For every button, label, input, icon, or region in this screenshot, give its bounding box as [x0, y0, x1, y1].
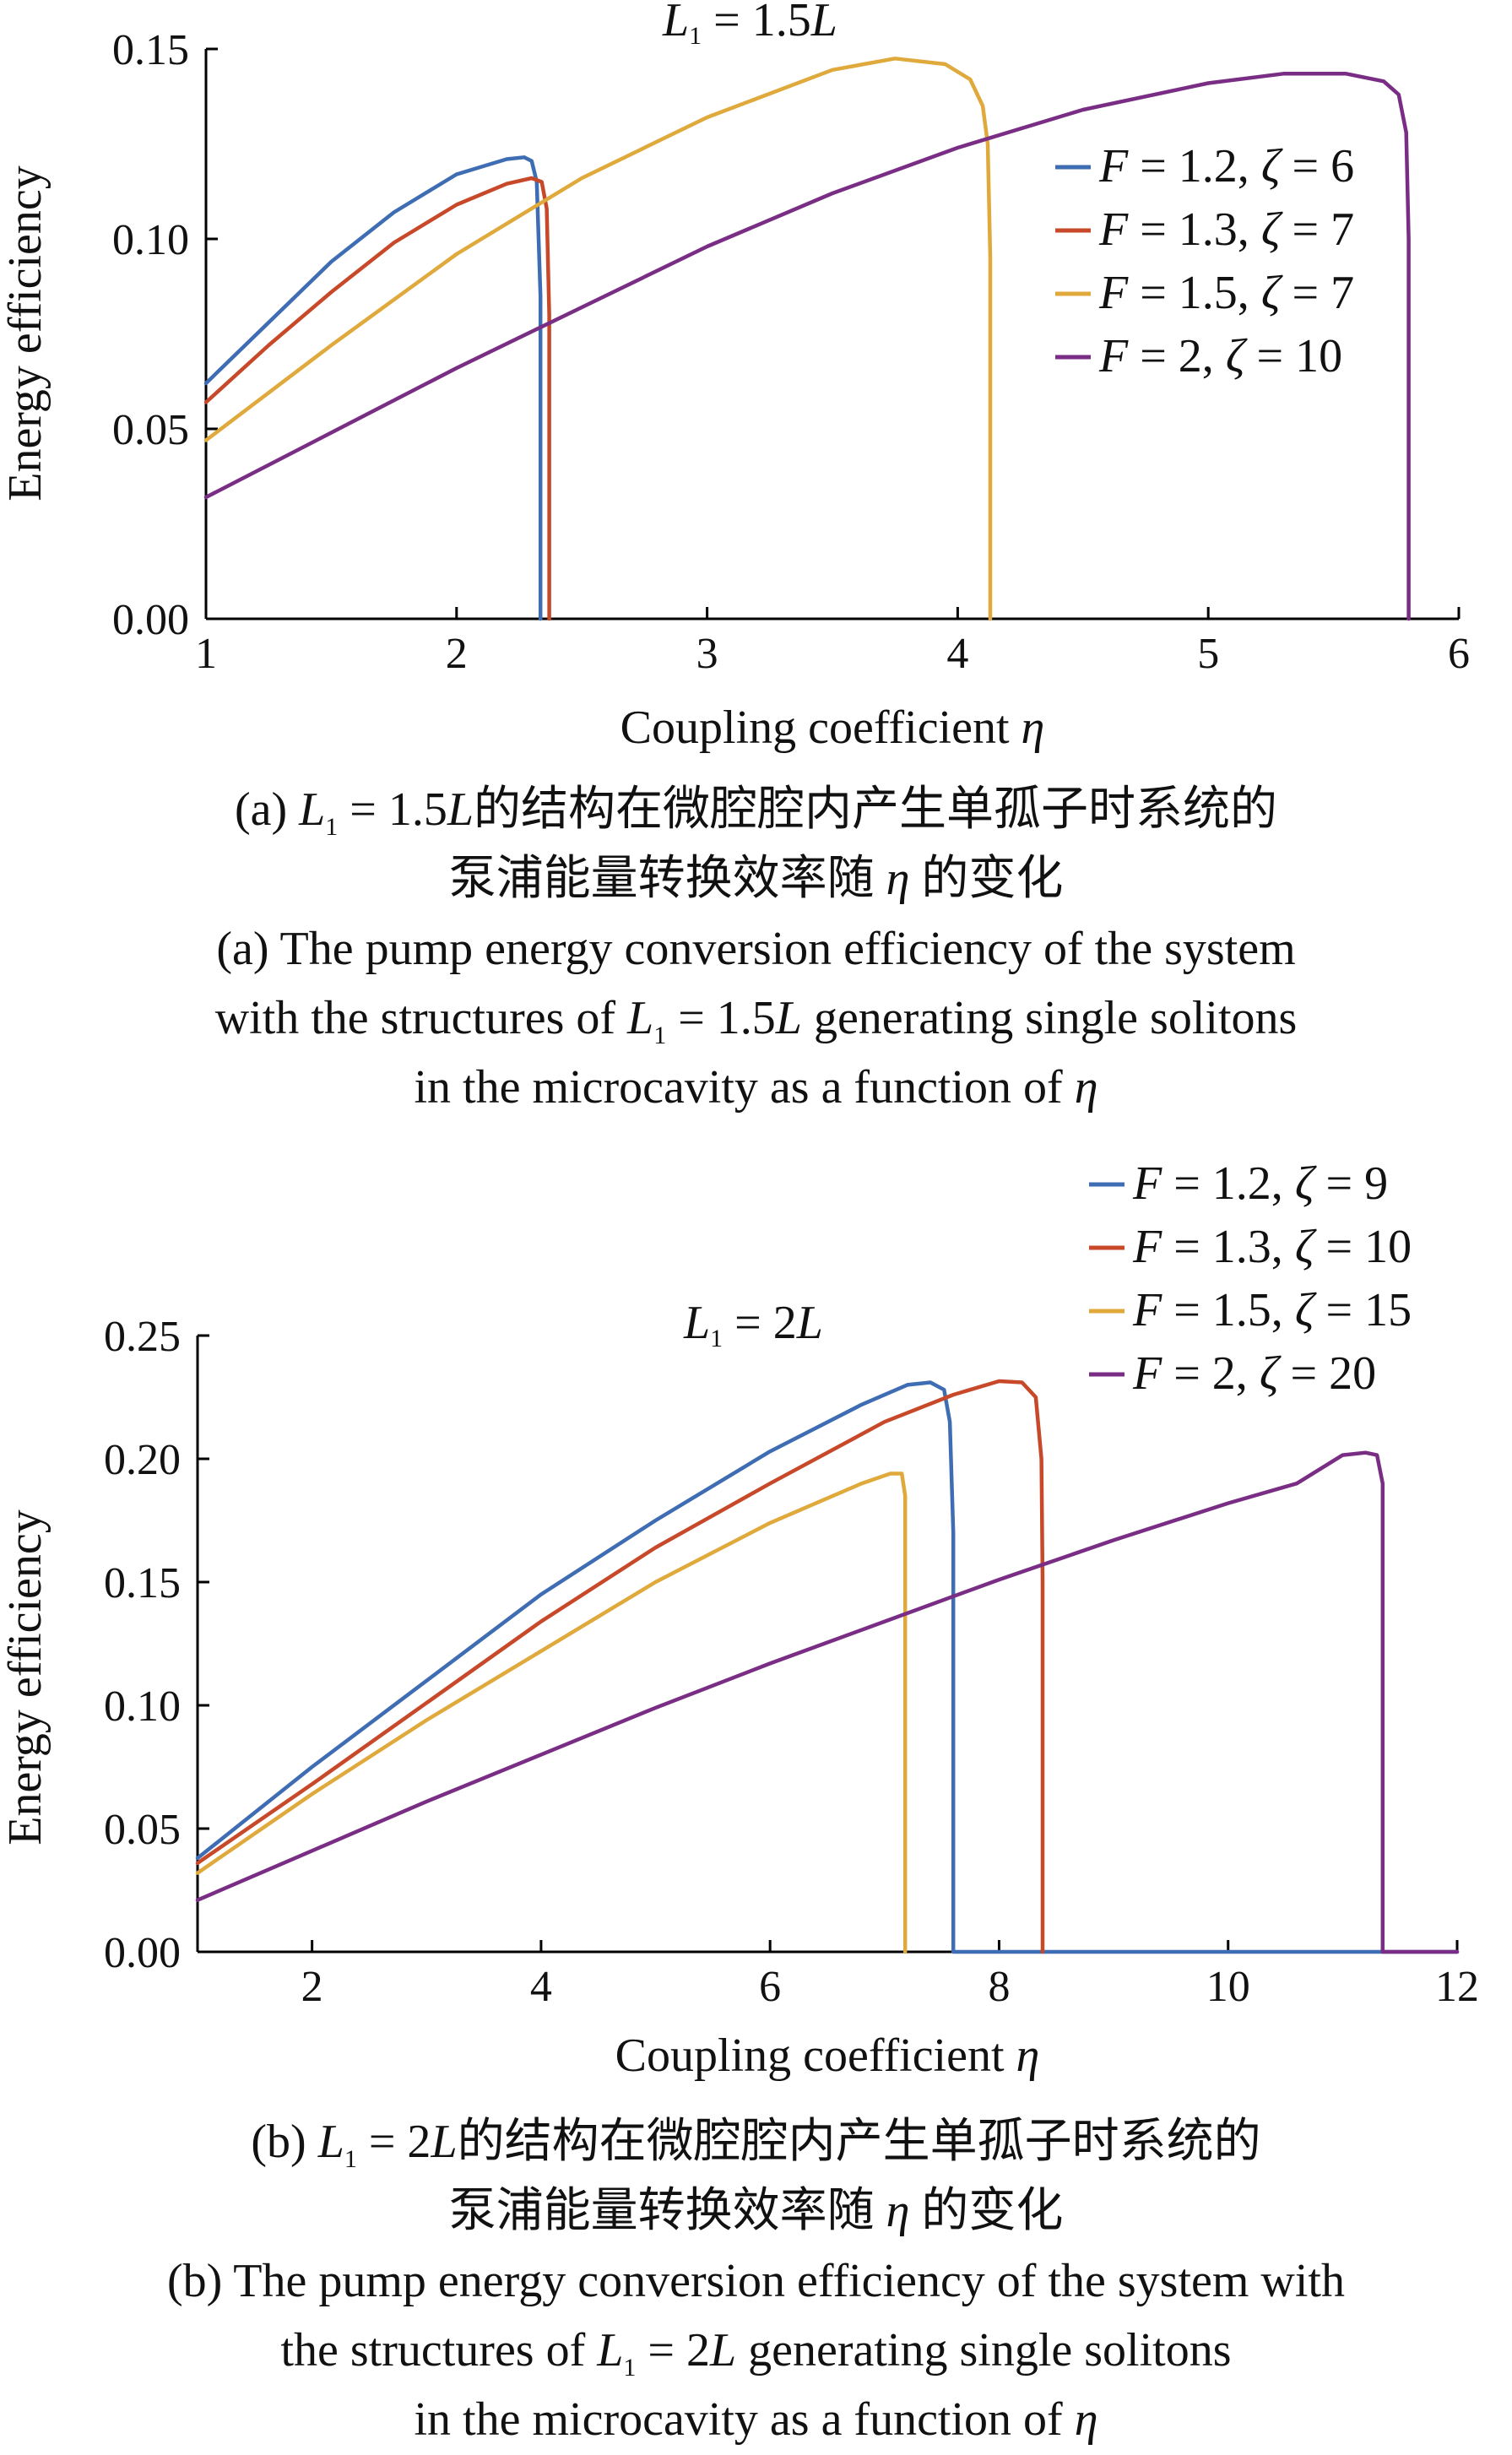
legend-entry-b-1: F = 1.2, ζ = 9	[1132, 1157, 1388, 1210]
y-tick-label-b: 0.15	[104, 1559, 181, 1607]
series-line-a-1	[203, 155, 543, 621]
x-tick-label-a: 6	[1448, 630, 1470, 678]
y-tick-label-b: 0.25	[104, 1313, 181, 1361]
y-axis-label-b: Energy efficiency	[0, 1509, 51, 1845]
caption-b-chinese-line-2: 泵浦能量转换效率随 η 的变化	[448, 2185, 1064, 2237]
x-tick-label-b: 12	[1435, 1963, 1479, 2011]
chart-a: 1 2 3 4 5 6 0.00 0.05 0.10 0.15 Coupling coefficie…	[0, 0, 1470, 754]
x-tick-label-a: 1	[195, 630, 217, 678]
series-line-a-2	[203, 176, 551, 621]
annotation-a: L1 = 1.5L	[662, 0, 837, 50]
y-tick-label-b: 0.20	[104, 1436, 181, 1484]
x-axis-label-a: Coupling coefficient η	[621, 702, 1045, 754]
caption-a-english-line-2: with the structures of L1 = 1.5L generat…	[214, 992, 1298, 1050]
y-tick-label-a: 0.05	[112, 406, 189, 454]
caption-b-english-line-3: in the microcavity as a function of η	[414, 2393, 1098, 2446]
legend-entry-b-2: F = 1.3, ζ = 10	[1132, 1221, 1412, 1273]
x-axis-label-b: Coupling coefficient η	[615, 2030, 1040, 2082]
legend-entry-b-4: F = 2, ζ = 20	[1132, 1347, 1376, 1400]
x-tick-label-a: 5	[1197, 630, 1219, 678]
caption-b-chinese-line-1: (b) L1 = 2L的结构在微腔腔内产生单孤子时系统的	[251, 2116, 1261, 2174]
x-tick-label-a: 3	[696, 630, 718, 678]
series-line-a-3	[203, 57, 993, 621]
x-tick-label-b: 8	[988, 1963, 1010, 2011]
caption-a-english-line-1: (a) The pump energy conversion efficienc…	[216, 923, 1296, 975]
legend-entry-a-4: F = 2, ζ = 10	[1098, 330, 1342, 382]
caption-a-chinese-line-1: (a) L1 = 1.5L的结构在微腔腔内产生单孤子时系统的	[234, 783, 1278, 842]
series-line-b-1	[195, 1380, 1460, 1954]
annotation-b: L1 = 2L	[683, 1297, 823, 1352]
x-tick-label-a: 4	[946, 630, 968, 678]
series-line-a-4	[203, 72, 1411, 621]
caption-a-chinese-line-2: 泵浦能量转换效率随 η 的变化	[448, 853, 1064, 905]
y-tick-label-a: 0.10	[112, 216, 189, 264]
y-tick-label-b: 0.00	[104, 1929, 181, 1977]
y-tick-label-b: 0.05	[104, 1806, 181, 1854]
y-tick-label-b: 0.10	[104, 1683, 181, 1731]
x-tick-label-b: 4	[530, 1963, 552, 2011]
x-tick-label-a: 2	[446, 630, 468, 678]
legend-entry-b-3: F = 1.5, ζ = 15	[1132, 1284, 1412, 1336]
y-axis-label-a: Energy efficiency	[0, 165, 51, 501]
legend-entry-a-3: F = 1.5, ζ = 7	[1098, 267, 1354, 319]
caption-b-english-line-2: the structures of L1 = 2L generating sin…	[280, 2324, 1232, 2382]
legend-entry-a-1: F = 1.2, ζ = 6	[1098, 140, 1354, 192]
series-line-b-2	[195, 1379, 1045, 1954]
y-tick-label-a: 0.15	[112, 26, 189, 74]
caption-b-english-line-1: (b) The pump energy conversion efficienc…	[167, 2255, 1345, 2307]
chart-b: 2 4 6 8 10 12 0.00 0.05 0.10 0.15 0.20 0.25 Coupling…	[0, 1157, 1479, 2082]
legend-entry-a-2: F = 1.3, ζ = 7	[1098, 203, 1354, 256]
series-line-b-4	[195, 1450, 1460, 1954]
series-line-b-3	[195, 1471, 908, 1954]
x-tick-label-b: 10	[1206, 1963, 1250, 2011]
y-tick-label-a: 0.00	[112, 596, 189, 644]
x-tick-label-b: 2	[301, 1963, 323, 2011]
x-tick-label-b: 6	[759, 1963, 781, 2011]
caption-a-english-line-3: in the microcavity as a function of η	[414, 1061, 1098, 1114]
